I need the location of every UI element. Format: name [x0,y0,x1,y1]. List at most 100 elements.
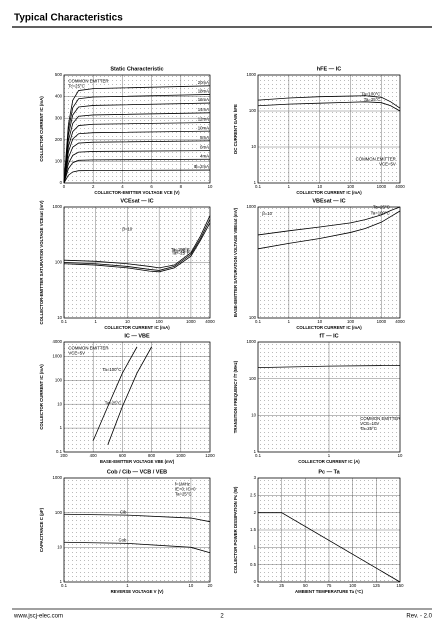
annotation: Tc=25°C [68,84,84,89]
y-tick-label: 1000 [246,204,256,209]
x-tick-label: 1 [126,583,129,588]
x-axis-label: COLLECTOR CURRENT IC (A) [298,459,360,464]
x-tick-label: 4 [121,184,124,189]
y-tick-label: 2 [254,510,257,515]
series-line [107,346,152,445]
x-axis-label: COLLECTOR-EMITTER VOLTAGE VCE (V) [94,190,180,195]
x-tick-label: 10 [125,319,130,324]
footer-website: www.jscj-elec.com [13,614,63,620]
y-tick-label: 10 [57,315,62,320]
y-tick-label: 1000 [246,72,256,77]
plot-background [64,342,210,452]
footer-page: 2 [220,614,224,620]
y-axis-label: COLLECTOR POWER DISSIPATION Pc (W) [233,486,238,573]
y-tick-label: 200 [55,137,63,142]
x-tick-label: 1 [328,453,331,458]
y-tick-label: 100 [55,510,63,515]
plot-background [64,75,210,183]
y-tick-label: 1 [60,425,63,430]
x-tick-label: 10 [189,583,194,588]
x-tick-label: 50 [303,583,308,588]
y-tick-label: 1 [254,180,257,185]
x-tick-label: 100 [156,319,164,324]
series-line [257,206,401,236]
x-tick-label: 10 [317,319,322,324]
series-label: Cob [119,538,127,543]
plot-frame [257,74,401,184]
x-tick-label: 0 [257,583,260,588]
plot-frame [257,341,401,453]
series-label: Ta=100°C [171,247,190,252]
plot-frame [63,341,211,453]
x-tick-label: 400 [90,453,98,458]
x-tick-label: 10 [398,453,403,458]
y-tick-label: 100 [55,159,63,164]
series-line [257,101,401,112]
series-line [63,541,211,554]
plot-frame [63,74,211,184]
series-line [63,513,211,523]
y-tick-label: 500 [55,72,63,77]
x-tick-label: 1000 [377,184,387,189]
annotation: VCE=5V [379,161,396,166]
series-line [63,130,211,184]
x-axis-label: BASE-EMITTER VOLTAGE VBE (mV) [100,459,175,464]
x-tick-label: 4000 [395,184,405,189]
x-tick-label: 0.1 [255,453,262,458]
series-line [257,210,401,250]
x-tick-label: 100 [349,583,357,588]
annotation: COMMON EMITTER [360,416,400,421]
x-tick-label: 10 [317,184,322,189]
x-tick-label: 8 [180,184,183,189]
x-tick-label: 10 [208,184,213,189]
y-axis-label: DC CURRENT GAIN hFE [233,104,238,154]
series-line [63,140,211,184]
annotation: Ta=25°C [360,426,377,431]
chart-title: Cob / Cib — VCB / VEB [107,469,167,475]
y-tick-label: 1 [60,579,63,584]
annotation: COMMON EMITTER [356,156,396,161]
y-tick-label: 3 [254,475,257,480]
series-label: Ta=25°C [173,249,190,254]
x-tick-label: 0.1 [255,184,262,189]
series-line [258,512,401,583]
x-axis-label: COLLECTOR CURRENT IC (mA) [296,190,362,195]
y-tick-label: 400 [55,94,63,99]
x-tick-label: 20 [208,583,213,588]
y-tick-label: 2.5 [250,492,257,497]
x-tick-label: 0.1 [61,319,68,324]
x-axis-label: AMBIENT TEMPERATURE Ta (°C) [295,589,363,594]
y-tick-label: 10 [251,412,256,417]
y-axis-label: BASE-EMITTER SATURATION VOLTAGE VBEsat (… [233,207,238,317]
plot-frame [257,206,401,319]
chart-title: VBEsat — IC [312,198,345,204]
x-tick-label: 75 [327,583,332,588]
y-axis-label: CAPACITANCE C (pF) [39,507,44,552]
series-line [63,215,211,269]
series-label: Ta=25°C [373,205,390,210]
series-line [63,219,211,271]
series-line [257,365,401,369]
plot-frame [63,477,211,583]
y-tick-label: 1000 [246,339,256,344]
y-tick-label: 100 [55,377,63,382]
y-tick-label: 0 [254,579,257,584]
y-tick-label: 0.1 [56,449,63,454]
x-tick-label: 600 [119,453,127,458]
x-tick-label: 25 [279,583,284,588]
series-label: 10mA [198,125,209,130]
y-tick-label: 1.5 [250,527,257,532]
annotation: VCE=10V [360,421,379,426]
x-tick-label: 1 [95,319,98,324]
chart-title: IC — VBE [124,333,150,339]
annotation: β=10 [262,211,272,216]
series-label: 8mA [200,135,209,140]
x-axis-label: COLLECTOR CURRENT IC (mA) [296,325,362,330]
y-tick-label: 4000 [52,339,62,344]
annotation: IE=0, IC=0 [175,486,196,491]
y-tick-label: 1000 [52,475,62,480]
y-tick-label: 10 [251,144,256,149]
y-tick-label: 1000 [52,354,62,359]
y-tick-label: 1000 [52,204,62,209]
